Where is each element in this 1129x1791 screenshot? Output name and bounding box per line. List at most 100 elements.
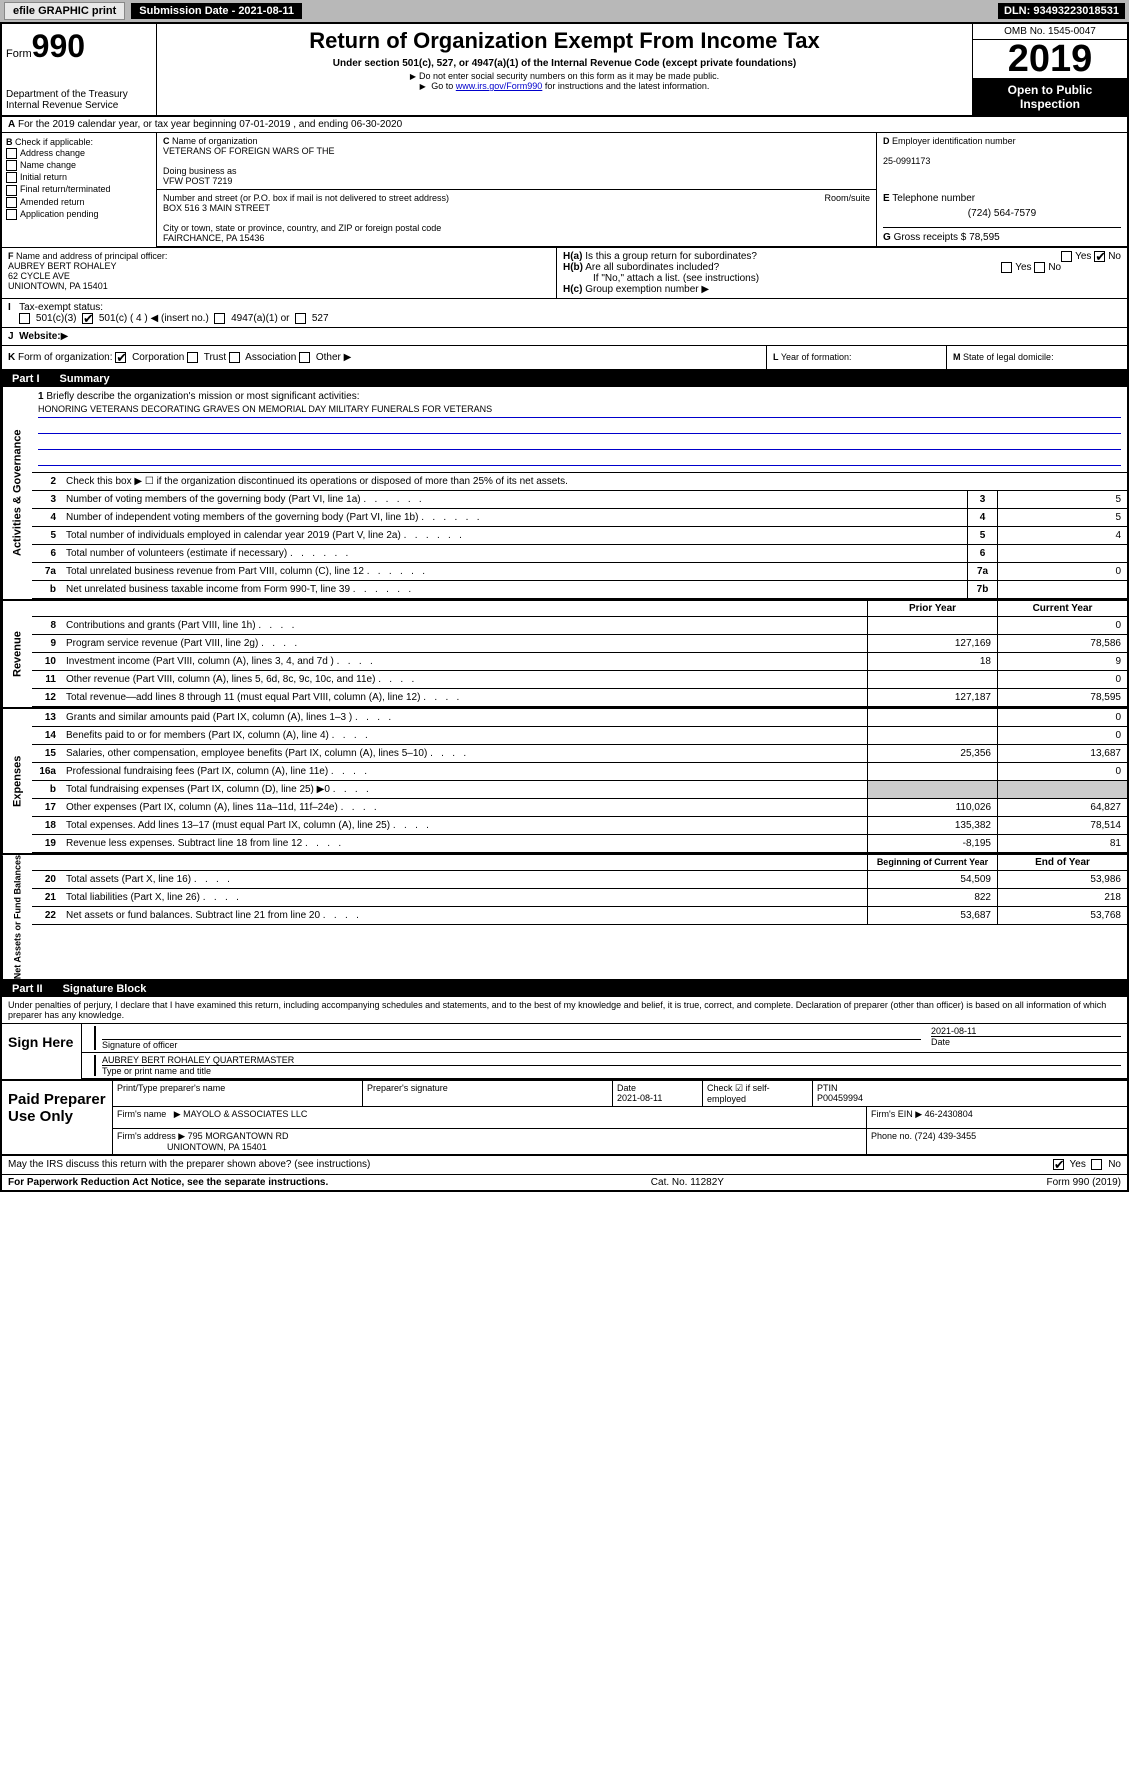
self-employed: Check ☑ if self-employed [703,1081,813,1106]
sign-here: Sign Here [2,1024,82,1079]
summary-row: 15Salaries, other compensation, employee… [32,745,1127,763]
ein-value: 25-0991173 [883,156,930,166]
side-revenue: Revenue [2,601,32,707]
open-public: Open to Public Inspection [973,79,1127,115]
summary-row: 4Number of independent voting members of… [32,509,1127,527]
summary-row: 16aProfessional fundraising fees (Part I… [32,763,1127,781]
hc-label: Group exemption number [585,284,698,295]
summary-row: 6Total number of volunteers (estimate if… [32,545,1127,563]
part1-header: Part ISummary [2,371,1127,387]
side-expenses: Expenses [2,709,32,853]
summary-row: 5Total number of individuals employed in… [32,527,1127,545]
mission-label: Briefly describe the organization's miss… [46,391,359,402]
form-subtitle: Under section 501(c), 527, or 4947(a)(1)… [167,58,962,69]
side-governance: Activities & Governance [2,387,32,599]
officer-printed: AUBREY BERT ROHALEY QUARTERMASTER [102,1055,1121,1066]
gross-label: Gross receipts $ [894,232,967,243]
chk-address-change[interactable]: Address change [6,148,152,159]
org-name: VETERANS OF FOREIGN WARS OF THE [163,146,335,156]
chk-name-change[interactable]: Name change [6,160,152,171]
city-label: City or town, state or province, country… [163,223,441,233]
mission-text: HONORING VETERANS DECORATING GRAVES ON M… [38,404,1121,418]
summary-row: 19Revenue less expenses. Subtract line 1… [32,835,1127,853]
city-value: FAIRCHANCE, PA 15436 [163,233,264,243]
part2-header: Part IISignature Block [2,981,1127,997]
discuss-question: May the IRS discuss this return with the… [8,1159,370,1170]
ein-label: Employer identification number [892,136,1016,146]
side-netassets: Net Assets or Fund Balances [2,855,32,979]
addr-label: Number and street (or P.O. box if mail i… [163,193,449,203]
chk-amended[interactable]: Amended return [6,197,152,208]
printed-label: Type or print name and title [102,1066,211,1076]
row-a-tax-year: A For the 2019 calendar year, or tax yea… [2,117,1127,133]
prep-sig-label: Preparer's signature [363,1081,613,1106]
top-bar: efile GRAPHIC print Submission Date - 20… [0,0,1129,22]
form-number: Form990 [6,28,152,65]
section-b-checkboxes: B Check if applicable: Address change Na… [2,133,157,247]
irs-link[interactable]: www.irs.gov/Form990 [456,81,543,91]
form-990: Form990 Department of the Treasury Inter… [0,22,1129,1192]
sig-date: 2021-08-11 [931,1026,1121,1037]
prep-date: 2021-08-11 [617,1093,662,1103]
summary-row: 14Benefits paid to or for members (Part … [32,727,1127,745]
prep-name-label: Print/Type preparer's name [113,1081,363,1106]
sig-date-label: Date [931,1037,950,1047]
summary-row: 11Other revenue (Part VIII, column (A), … [32,671,1127,689]
submission-date: Submission Date - 2021-08-11 [131,3,302,19]
summary-row: 22Net assets or fund balances. Subtract … [32,907,1127,925]
officer-addr1: 62 CYCLE AVE [8,271,70,281]
firm-name: MAYOLO & ASSOCIATES LLC [183,1109,307,1119]
line2: Check this box ▶ ☐ if the organization d… [62,474,1127,489]
goto-note: Go to www.irs.gov/Form990 for instructio… [167,81,962,91]
perjury-text: Under penalties of perjury, I declare th… [2,997,1127,1024]
summary-row: 10Investment income (Part VIII, column (… [32,653,1127,671]
chk-initial-return[interactable]: Initial return [6,172,152,183]
year-formation: Year of formation: [781,352,852,362]
dba-label: Doing business as [163,166,237,176]
summary-row: 17Other expenses (Part IX, column (A), l… [32,799,1127,817]
paperwork-notice: For Paperwork Reduction Act Notice, see … [8,1177,328,1188]
summary-row: 20Total assets (Part X, line 16) . . . .… [32,871,1127,889]
begin-year-header: Beginning of Current Year [867,855,997,870]
hb-label: Are all subordinates included? [585,262,719,273]
prior-year-header: Prior Year [867,601,997,616]
firm-addr: 795 MORGANTOWN RD [188,1131,289,1141]
end-year-header: End of Year [997,855,1127,870]
summary-row: bTotal fundraising expenses (Part IX, co… [32,781,1127,799]
org-name-label: Name of organization [172,136,258,146]
officer-addr2: UNIONTOWN, PA 15401 [8,281,108,291]
hb-note: If "No," attach a list. (see instruction… [563,273,1121,284]
dba-value: VFW POST 7219 [163,176,232,186]
summary-row: bNet unrelated business taxable income f… [32,581,1127,599]
ptin: P00459994 [817,1093,863,1103]
gross-value: 78,595 [969,232,1000,243]
summary-row: 21Total liabilities (Part X, line 26) . … [32,889,1127,907]
summary-row: 8Contributions and grants (Part VIII, li… [32,617,1127,635]
phone-label: Telephone number [892,193,975,204]
firm-ein: 46-2430804 [925,1109,973,1119]
summary-row: 12Total revenue—add lines 8 through 11 (… [32,689,1127,707]
phone-value: (724) 564-7579 [883,208,1121,219]
state-domicile: State of legal domicile: [963,352,1054,362]
summary-row: 9Program service revenue (Part VIII, lin… [32,635,1127,653]
form-title: Return of Organization Exempt From Incom… [167,28,962,54]
dln-label: DLN: 93493223018531 [998,3,1125,19]
officer-label: Name and address of principal officer: [16,251,167,261]
tax-year: 2019 [973,40,1127,79]
department: Department of the Treasury Internal Reve… [6,89,152,111]
summary-row: 13Grants and similar amounts paid (Part … [32,709,1127,727]
website-label: Website: [19,331,61,342]
officer-name: AUBREY BERT ROHALEY [8,261,117,271]
efile-button[interactable]: efile GRAPHIC print [4,2,125,20]
chk-application-pending[interactable]: Application pending [6,209,152,220]
summary-row: 7aTotal unrelated business revenue from … [32,563,1127,581]
form-org-label: Form of organization: [18,352,113,363]
form-footer: Form 990 (2019) [1047,1177,1121,1188]
addr-value: BOX 516 3 MAIN STREET [163,203,270,213]
summary-row: 18Total expenses. Add lines 13–17 (must … [32,817,1127,835]
chk-final-return[interactable]: Final return/terminated [6,184,152,195]
sig-officer-label: Signature of officer [102,1040,177,1050]
summary-row: 3Number of voting members of the governi… [32,491,1127,509]
current-year-header: Current Year [997,601,1127,616]
firm-phone: (724) 439-3455 [915,1131,977,1141]
